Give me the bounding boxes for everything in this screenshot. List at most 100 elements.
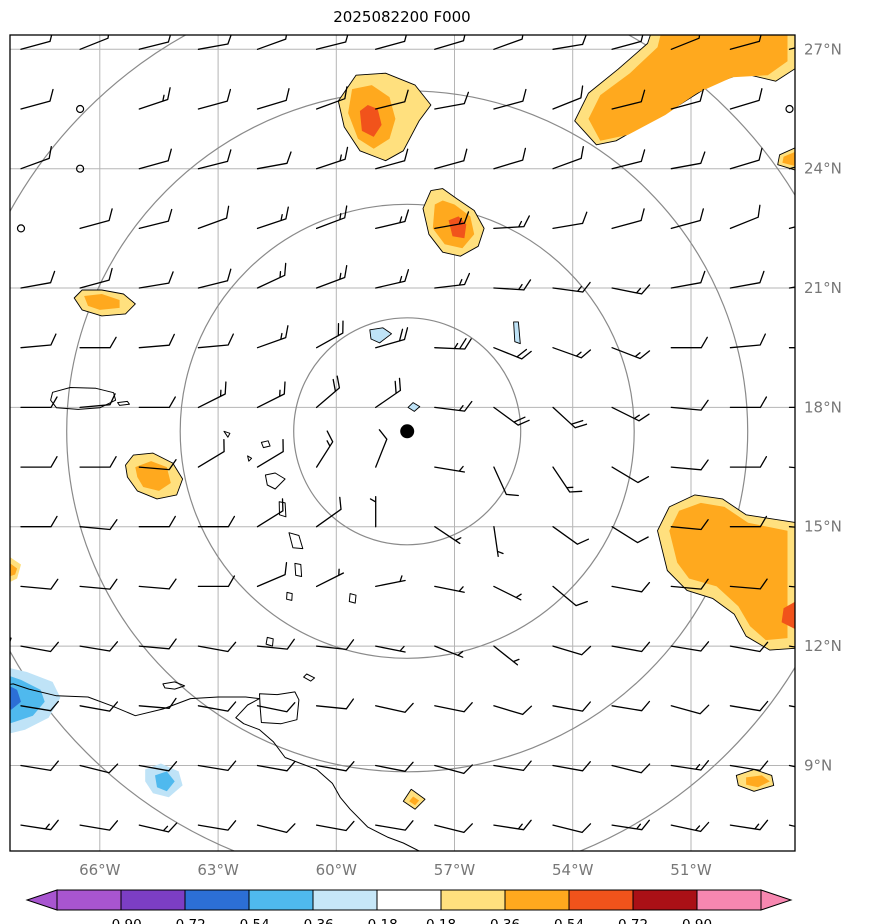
contour-fill-blob-k-orange [746,775,770,788]
range-rings-layer [10,35,795,851]
wind-barb [256,206,289,230]
wind-barb [315,761,355,772]
wind-barb [138,148,172,170]
wind-barb [375,377,402,409]
wind-barb [79,393,116,409]
wind-barb [315,320,344,349]
wind-barb [315,35,349,50]
contour-fill-blob-i-cyan [155,771,175,792]
colorbar-cell [56,889,122,911]
wind-barb [375,269,410,289]
wind-barb [138,638,177,650]
wind-barb [375,429,388,468]
lat-tick-label: 12°N [804,637,842,655]
wind-barb [493,819,532,831]
wind-barb [20,578,59,590]
wind-barb [197,333,234,349]
wind-barb [256,262,287,289]
wind-barb [729,147,763,170]
wind-barb [434,338,472,350]
wind-barb [197,438,225,468]
wind-barb [729,515,768,528]
wind-barb [729,819,769,831]
colorbar-tick-label: −0.72 [164,917,205,924]
wind-barb [256,823,296,834]
wind-barb [434,400,473,412]
coastline-trinidad [259,691,300,725]
graticule-layer [10,35,795,851]
wind-barb [20,88,54,110]
colorbar-tick-label: −0.54 [228,917,269,924]
coastline-st-kitts [223,430,231,438]
wind-barb [315,496,342,528]
calm-wind-circle [75,104,85,114]
wind-barb [493,466,519,497]
wind-barb [315,568,345,588]
contour-fill-layer [10,35,795,810]
wind-barb [552,406,588,429]
wind-barb [434,645,464,658]
wind-barb [670,399,709,411]
wind-barb [138,459,177,471]
wind-barb [256,638,295,650]
contour-fill-blob-j-orange [409,796,420,806]
wind-barb [611,35,644,50]
coastline-layer [10,387,420,851]
wind-barb [79,267,113,289]
wind-barb [493,406,530,426]
wind-barb [256,325,289,349]
coastline-tobago [303,673,316,682]
colorbar-cell [376,889,442,911]
wind-barb [670,336,708,349]
wind-barb [20,333,57,349]
wind-barb [20,145,52,170]
wind-barb [79,336,117,349]
contour-fill-blob-f-orange [669,502,788,641]
storm-center-dot [400,424,415,439]
wind-barb [611,466,650,484]
wind-barb [493,88,527,110]
axis-labels: 66°W 63°W 60°W 57°W 54°W 51°W 27°N 24°N 21°N 18°N… [79,40,842,879]
wind-barb [315,265,348,289]
wind-barb [729,456,768,468]
wind-barb [493,526,504,558]
plot-title: 2025082200 F000 [333,8,470,26]
wind-barb [729,396,768,409]
contour-fill-spot-north-paleblue [369,327,392,344]
wind-barb [493,645,520,666]
wind-barb [611,526,649,544]
wind-barb [20,819,59,831]
wind-barb [493,705,533,716]
wind-barb [138,578,177,590]
contour-fill-blob-g-orange [10,563,18,577]
colorbar-tick-label: −0.90 [100,917,141,924]
lon-tick-label: 57°W [434,861,476,879]
wind-barb [315,639,355,651]
coastline-montserrat [247,455,253,462]
wind-barb [670,270,706,289]
contour-fill-spot-center-paleblue [407,402,421,412]
wind-barb [552,85,584,110]
lon-tick-label: 63°W [197,861,239,879]
wind-barb [375,645,406,653]
contour-fill-blob-c-red [448,216,467,239]
wind-barb [20,700,59,712]
wind-barb [138,35,172,50]
wind-barb [138,333,175,349]
colorbar: −0.90 −0.72 −0.54 −0.36 −0.18 0.18 0.36 0.54 0.7… [25,889,793,924]
colorbar-tick-label: 0.18 [426,917,456,924]
wind-barb [256,151,292,170]
wind-barb [79,820,119,831]
wind-barb [729,333,766,349]
wind-barb [375,820,414,831]
contour-fill-blob-h-cyan [10,676,45,724]
wind-barb [611,763,651,774]
lat-tick-label: 15°N [804,518,842,536]
colorbar-right-arrow [760,889,793,911]
wind-barb [256,702,296,713]
wind-barb [79,456,117,468]
wind-barb [434,823,473,834]
wind-barb [670,35,701,50]
